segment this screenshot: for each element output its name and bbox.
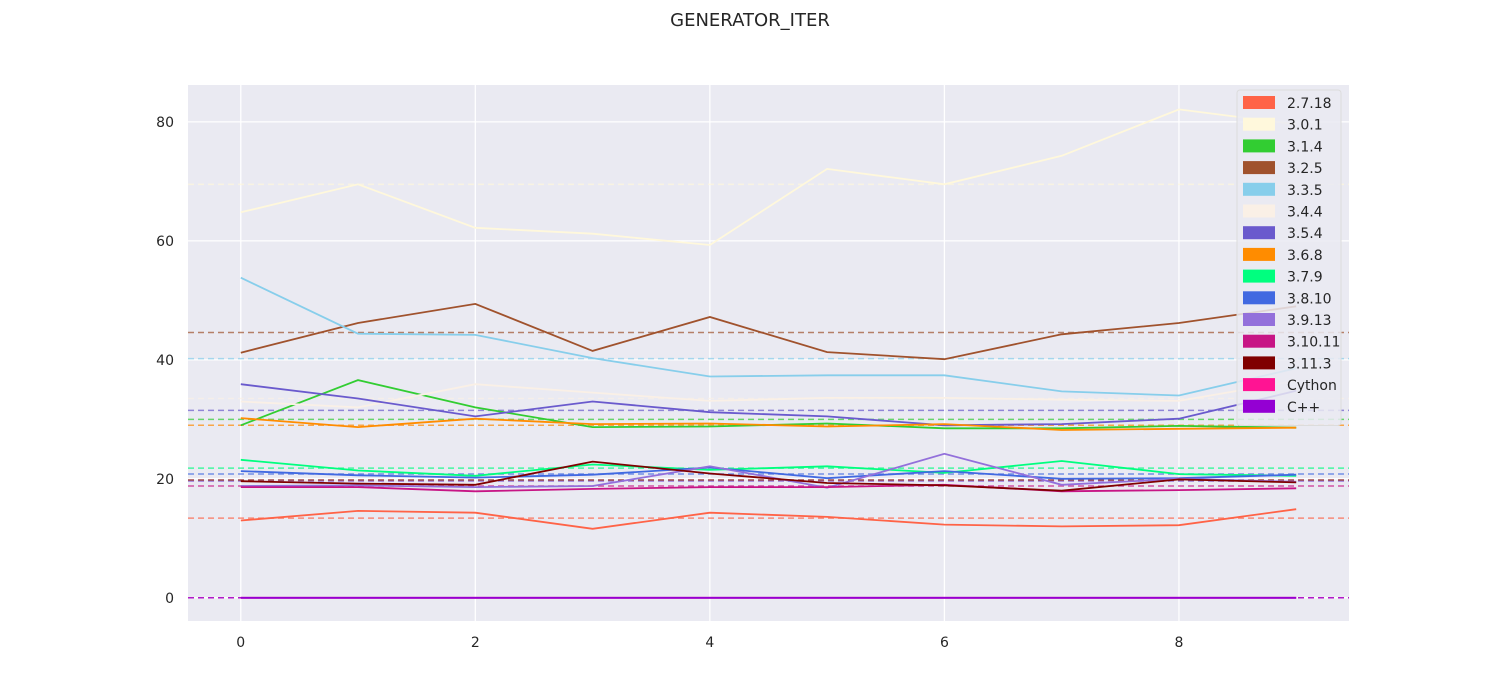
legend-label: 3.6.8	[1287, 248, 1323, 264]
legend-swatch-3.2.5	[1243, 161, 1275, 175]
legend-label: 3.10.11	[1287, 335, 1340, 351]
x-tick-label: 8	[1174, 635, 1183, 651]
legend-label: C++	[1287, 400, 1320, 416]
series-line-3.8.10	[240, 466, 1297, 480]
x-tick-label: 0	[236, 635, 245, 651]
legend-label: 3.4.4	[1287, 205, 1323, 221]
legend-label: 3.0.1	[1287, 118, 1323, 134]
plot-area	[188, 85, 1349, 621]
legend-swatch-3.5.4	[1243, 226, 1275, 240]
legend-swatch-C++	[1243, 399, 1275, 413]
y-tick-label: 60	[156, 234, 174, 250]
legend-swatch-2.7.18	[1243, 96, 1275, 109]
legend-label: 2.7.18	[1287, 96, 1332, 112]
y-tick-label: 0	[165, 591, 174, 607]
y-tick-label: 40	[156, 353, 174, 369]
legend-swatch-3.1.4	[1243, 139, 1275, 153]
legend-swatch-3.9.13	[1243, 313, 1275, 326]
legend-label: 3.1.4	[1287, 139, 1323, 155]
legend-swatch-3.6.8	[1243, 247, 1275, 261]
series-line-3.3.5	[240, 276, 1297, 397]
legend-label: 3.5.4	[1287, 226, 1323, 242]
legend-swatch-3.3.5	[1243, 182, 1275, 196]
series-line-3.7.9	[240, 458, 1297, 477]
series-line-3.2.5	[240, 302, 1297, 361]
series-line-3.4.4	[240, 379, 1297, 409]
legend-swatch-3.0.1	[1243, 117, 1275, 131]
legend-label: 3.9.13	[1287, 313, 1332, 329]
legend-swatch-3.10.11	[1243, 334, 1275, 348]
series-line-3.11.3	[240, 460, 1297, 492]
x-tick-label: 6	[940, 635, 949, 651]
x-tick-label: 2	[471, 635, 480, 651]
legend-swatch-Cython	[1243, 378, 1275, 392]
y-tick-label: 80	[156, 115, 174, 131]
legend-label: 3.2.5	[1287, 161, 1323, 177]
legend-label: 3.3.5	[1287, 183, 1323, 199]
legend-label: 3.11.3	[1287, 356, 1332, 372]
legend: 2.7.18 3.0.1 3.1.4 3.2.5 3.3.5 3.4.4 3.5.4 3.6.…	[1236, 89, 1342, 426]
legend-swatch-3.4.4	[1243, 204, 1275, 218]
series-line-3.0.1	[240, 108, 1297, 246]
legend-label: 3.7.9	[1287, 270, 1323, 286]
series-line-3.9.13	[240, 452, 1297, 489]
legend-swatch-3.7.9	[1243, 269, 1275, 283]
y-tick-label: 20	[156, 472, 174, 488]
legend-label: Cython	[1287, 378, 1337, 394]
x-tick-label: 4	[705, 635, 714, 651]
chart-title: GENERATOR_ITER	[670, 10, 830, 31]
legend-swatch-3.8.10	[1243, 291, 1275, 305]
series-line-2.7.18	[240, 508, 1297, 530]
series-line-3.6.8	[240, 417, 1297, 431]
series-line-3.10.11	[240, 483, 1297, 493]
series-line-3.5.4	[240, 383, 1297, 427]
series-lines	[240, 108, 1297, 599]
legend-swatch-3.11.3	[1243, 356, 1275, 370]
legend-label: 3.8.10	[1287, 291, 1332, 307]
